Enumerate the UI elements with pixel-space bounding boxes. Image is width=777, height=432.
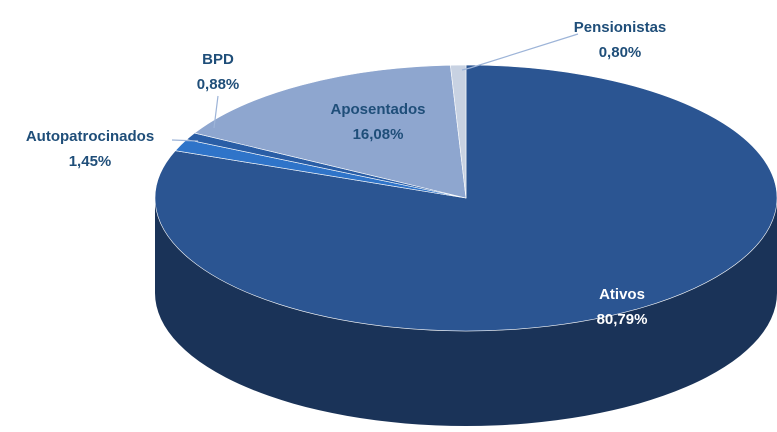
value-label: 0,88% xyxy=(197,76,240,93)
leader-line xyxy=(461,33,579,71)
slice-label: Pensionistas xyxy=(574,19,667,36)
slice-label: Autopatrocinados xyxy=(26,128,154,145)
pie-slice xyxy=(450,64,467,199)
leader-line xyxy=(213,95,219,129)
leader-line xyxy=(171,139,199,142)
pie-slice xyxy=(193,64,467,199)
pie-sides xyxy=(155,198,777,426)
pie-tops xyxy=(154,64,777,332)
pie-side xyxy=(155,198,777,426)
pie xyxy=(154,64,777,426)
value-label: 1,45% xyxy=(69,153,112,170)
value-label: 0,80% xyxy=(599,44,642,61)
value-label: 16,08% xyxy=(353,126,404,143)
slice-label: Aposentados xyxy=(330,101,425,118)
slice-label: Ativos xyxy=(599,286,645,303)
value-label: 80,79% xyxy=(597,311,648,328)
slice-label: BPD xyxy=(202,51,234,68)
